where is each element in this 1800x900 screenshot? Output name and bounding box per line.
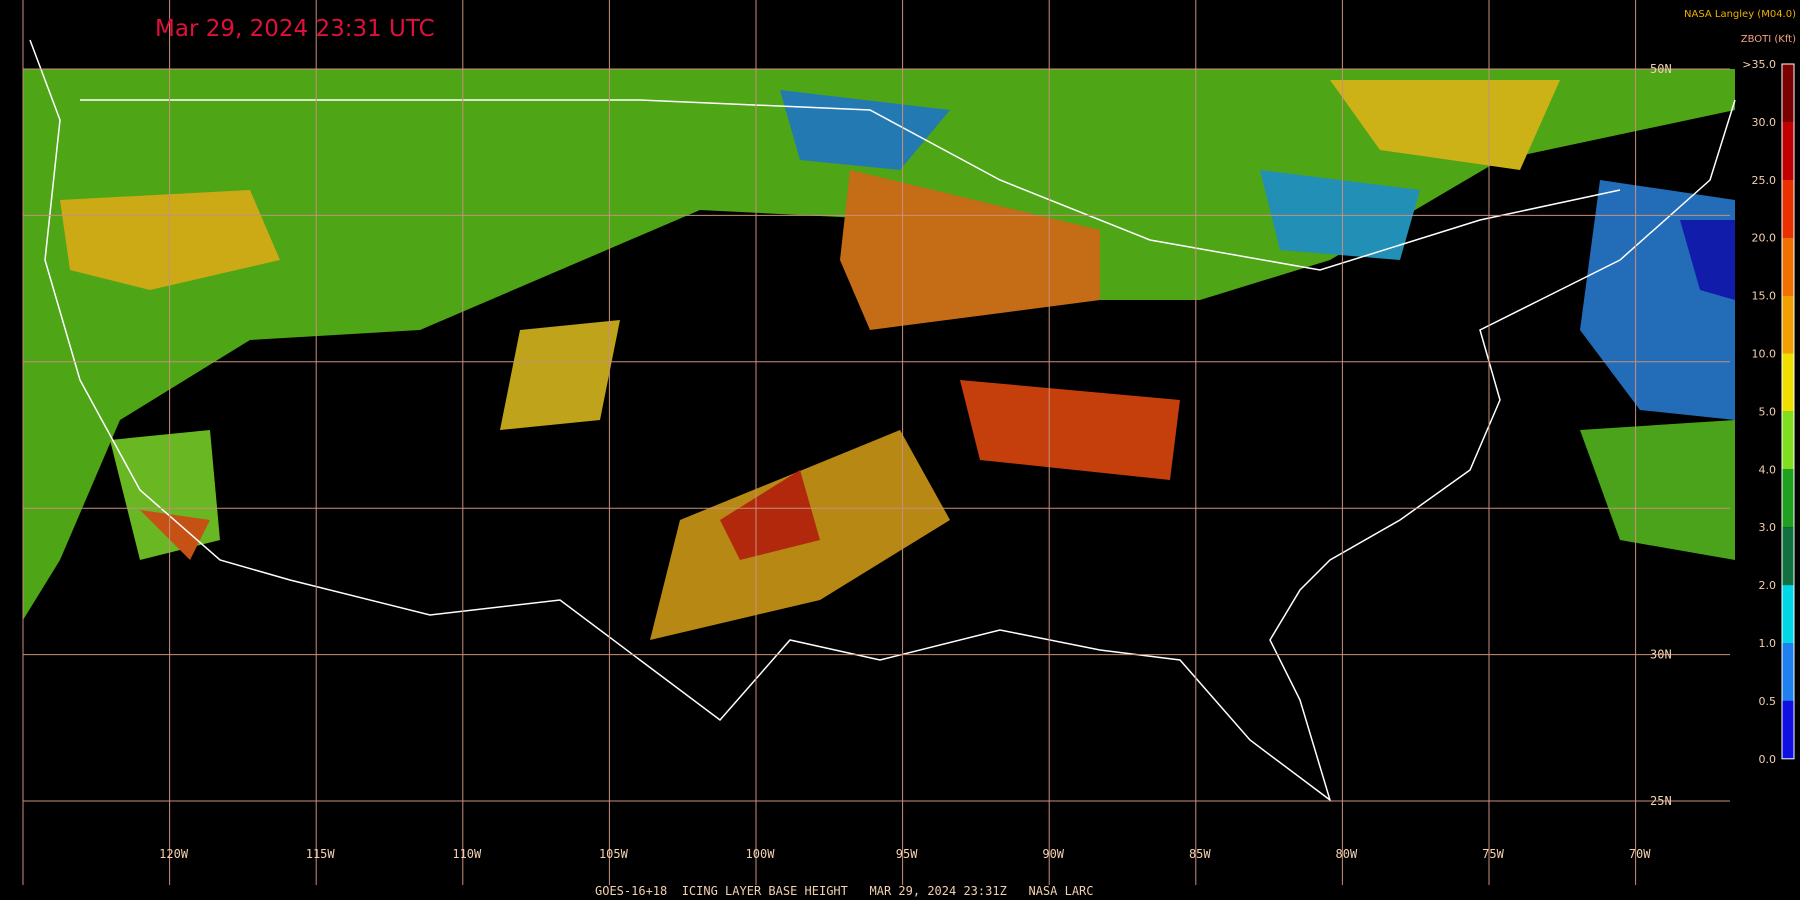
legend-label: 15.0: [1752, 290, 1777, 303]
lat-label: 50N: [1650, 62, 1672, 76]
border: [80, 99, 1621, 271]
lon-label: 90W: [1042, 847, 1064, 861]
legend-label: 10.0: [1752, 348, 1777, 361]
legend-label: 0.0: [1759, 753, 1777, 766]
legend-swatch: [1782, 353, 1794, 412]
lon-label: 110W: [452, 847, 482, 861]
legend-swatch: [1782, 295, 1794, 354]
legend-label: 5.0: [1759, 405, 1777, 418]
lat-label: 25N: [1650, 794, 1672, 808]
legend-label: 25.0: [1752, 174, 1777, 187]
legend-swatch: [1782, 643, 1794, 701]
legend-label: 1.0: [1759, 637, 1777, 650]
timestamp: Mar 29, 2024 23:31 UTC: [155, 16, 435, 42]
graticule: 120W 115W 110W 105W 100W 95W 90W 85W 80W 75W 70W 50…: [22, 0, 1730, 885]
units: ZBOTI (Kft): [1741, 34, 1796, 45]
legend-swatch: [1782, 411, 1794, 470]
legend-label: 0.5: [1759, 695, 1777, 708]
legend-swatch: [1782, 121, 1794, 180]
lon-label: 80W: [1336, 847, 1358, 861]
color-legend: >35.0 30.0 25.0 20.0 15.0 10.0 5.0 4.0 3.0 2.0 1.0…: [1742, 58, 1795, 766]
legend-label: 4.0: [1759, 463, 1777, 476]
legend-label: 3.0: [1759, 521, 1777, 534]
lon-label: 95W: [896, 847, 918, 861]
legend-swatch: [1782, 700, 1794, 759]
lon-label: 120W: [159, 847, 189, 861]
lon-label: 70W: [1629, 847, 1651, 861]
legend-swatch: [1782, 237, 1794, 296]
legend-swatch: [1782, 585, 1794, 643]
lon-label: 105W: [599, 847, 629, 861]
footer-caption: GOES-16+18 ICING LAYER BASE HEIGHT MAR 2…: [595, 884, 1094, 898]
lon-label: 115W: [306, 847, 336, 861]
legend-swatch: [1782, 179, 1794, 238]
legend-label: 20.0: [1752, 232, 1777, 245]
legend-swatch: [1782, 64, 1794, 122]
legend-swatch: [1782, 527, 1794, 586]
lat-label: 30N: [1650, 648, 1672, 662]
legend-label: 30.0: [1752, 116, 1777, 129]
credit: NASA Langley (M04.0): [1684, 9, 1796, 20]
legend-swatch: [1782, 469, 1794, 528]
lon-label: 100W: [746, 847, 776, 861]
legend-label: >35.0: [1742, 58, 1776, 71]
legend-frame: [1781, 63, 1795, 760]
lon-label: 85W: [1189, 847, 1211, 861]
legend-label: 2.0: [1759, 579, 1777, 592]
lon-label: 75W: [1482, 847, 1504, 861]
